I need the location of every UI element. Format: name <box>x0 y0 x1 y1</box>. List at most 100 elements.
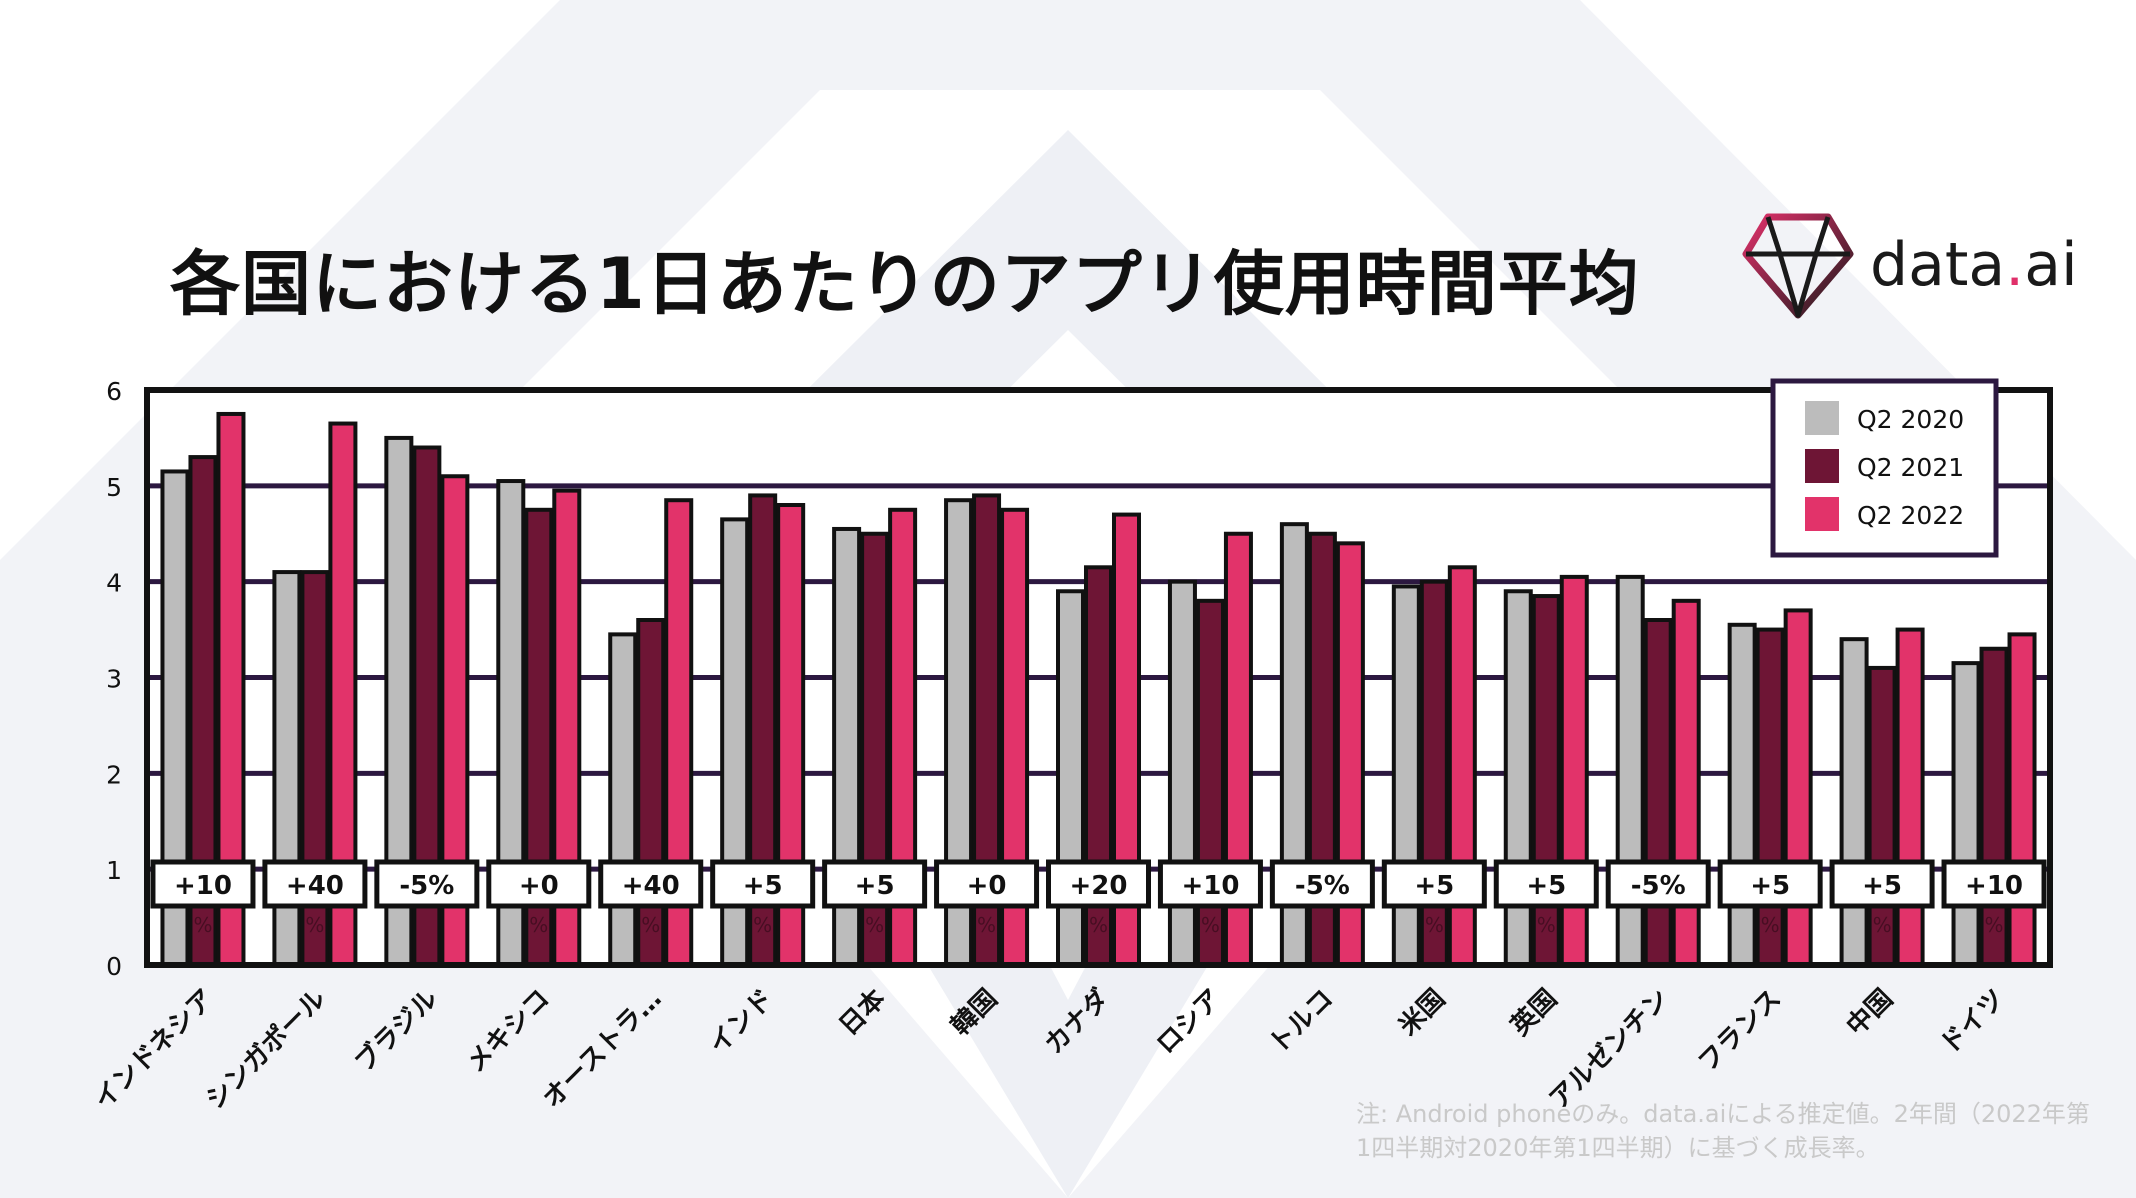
bar-q2-2020 <box>1503 589 1533 967</box>
plot-frame <box>144 387 2053 968</box>
growth-label-suffix: % <box>1985 913 2004 937</box>
growth-label: +0 <box>519 871 559 901</box>
bar-q2-2020 <box>608 632 638 967</box>
growth-label-box <box>1269 859 1375 909</box>
growth-label-suffix: % <box>305 913 324 937</box>
growth-label: +20 <box>1070 871 1128 901</box>
bar-q2-2022 <box>1895 627 1925 967</box>
bar-q2-2020 <box>1727 622 1757 968</box>
growth-label-suffix: % <box>1089 913 1108 937</box>
x-tick-label: 韓国 <box>946 984 1004 1042</box>
growth-label-box <box>1605 859 1711 909</box>
growth-label-suffix: % <box>529 913 548 937</box>
growth-label: -5% <box>399 871 454 901</box>
growth-label-suffix: % <box>193 913 212 937</box>
y-tick-label: 6 <box>106 377 122 406</box>
legend-swatch <box>1805 401 1839 435</box>
growth-label-box <box>934 859 1040 909</box>
growth-label-box <box>1717 859 1823 909</box>
x-tick-label: フランス <box>1693 984 1787 1078</box>
growth-label-box <box>1046 859 1151 909</box>
legend-label: Q2 2020 <box>1857 405 1964 434</box>
growth-label: +5 <box>1750 871 1790 901</box>
growth-label: -5% <box>1295 871 1350 901</box>
growth-label-box <box>150 859 256 909</box>
growth-label-suffix: % <box>641 913 660 937</box>
footnote: 注: Android phoneのみ。data.aiによる推定値。2年間（202… <box>1356 1100 2090 1162</box>
growth-label-suffix: % <box>1537 913 1556 937</box>
growth-label-box <box>1157 859 1263 909</box>
growth-label-box <box>1941 859 2047 909</box>
growth-label: +5 <box>1862 871 1902 901</box>
y-tick-label: 1 <box>106 856 122 885</box>
bar-q2-2022 <box>2007 632 2037 967</box>
x-tick-label: 英国 <box>1505 984 1563 1042</box>
growth-label-box <box>262 859 368 909</box>
y-tick-label: 5 <box>106 473 122 502</box>
bar-q2-2021 <box>1755 627 1785 967</box>
growth-label-box <box>1493 859 1599 909</box>
data-ai-logo: data.ai <box>1738 212 2078 322</box>
legend-swatch <box>1805 497 1839 531</box>
bar-q2-2020 <box>1056 589 1085 967</box>
growth-label-suffix: % <box>753 913 772 937</box>
x-tick-label: ブラジル <box>349 983 444 1078</box>
y-tick-label: 2 <box>106 760 122 789</box>
growth-label: +5 <box>1414 871 1454 901</box>
bar-q2-2021 <box>1195 598 1225 967</box>
x-tick-label: 米国 <box>1393 984 1451 1042</box>
growth-label: +10 <box>1965 871 2023 901</box>
x-tick-label: メキシコ <box>461 984 556 1079</box>
growth-label-box <box>486 859 592 909</box>
bar-q2-2021 <box>1643 618 1673 967</box>
growth-label: +5 <box>855 871 895 901</box>
growth-label: -5% <box>1631 871 1686 901</box>
y-tick-label: 4 <box>106 569 122 598</box>
growth-label-suffix: % <box>1425 913 1444 937</box>
growth-label-suffix: % <box>1873 913 1892 937</box>
logo-text-ai: ai <box>2024 230 2078 300</box>
growth-label: +5 <box>743 871 783 901</box>
bar-q2-2021 <box>1867 665 1897 968</box>
x-tick-label: トルコ <box>1263 984 1339 1060</box>
x-tick-label: ドイツ <box>1935 984 2011 1060</box>
bar-q2-2021 <box>1531 594 1561 968</box>
y-tick-label: 3 <box>106 665 122 694</box>
growth-label-box <box>822 859 928 909</box>
x-tick-label: オーストラ… <box>537 984 668 1115</box>
y-tick-label: 0 <box>106 952 122 981</box>
bar-q2-2022 <box>1671 598 1701 967</box>
growth-label-suffix: % <box>1201 913 1220 937</box>
growth-label: +40 <box>286 871 344 901</box>
growth-label: +5 <box>1526 871 1566 901</box>
growth-label: +40 <box>622 871 680 901</box>
x-tick-label: インド <box>703 984 779 1060</box>
bar-q2-2022 <box>1783 608 1813 968</box>
legend-swatch <box>1805 449 1839 483</box>
growth-label: +10 <box>174 871 232 901</box>
x-tick-label: ロシア <box>1151 984 1227 1060</box>
legend-label: Q2 2022 <box>1857 501 1964 530</box>
x-tick-label: カナダ <box>1038 983 1115 1060</box>
growth-label: +10 <box>1181 871 1239 901</box>
bar-q2-2020 <box>1839 637 1869 968</box>
legend-label: Q2 2021 <box>1857 453 1964 482</box>
growth-label-box <box>598 859 704 909</box>
growth-label-box <box>1381 859 1487 909</box>
growth-label-box <box>710 859 816 909</box>
diamond-icon <box>1742 213 1854 319</box>
logo-text-dot: . <box>2005 230 2025 300</box>
growth-label-box <box>1829 859 1935 909</box>
page-title: 各国における1日あたりのアプリ使用時間平均 <box>170 243 1640 325</box>
growth-label-suffix: % <box>1761 913 1780 937</box>
x-tick-label: 日本 <box>834 984 892 1042</box>
growth-label-box <box>374 859 480 909</box>
bar-q2-2020 <box>1951 661 1981 967</box>
growth-label-suffix: % <box>865 913 884 937</box>
logo-text-data: data <box>1870 230 2006 300</box>
growth-label-suffix: % <box>977 913 996 937</box>
logo-text: data.ai <box>1870 230 2078 300</box>
x-tick-label: アルゼンチン <box>1544 984 1675 1115</box>
x-tick-label: シンガポール <box>200 983 332 1115</box>
